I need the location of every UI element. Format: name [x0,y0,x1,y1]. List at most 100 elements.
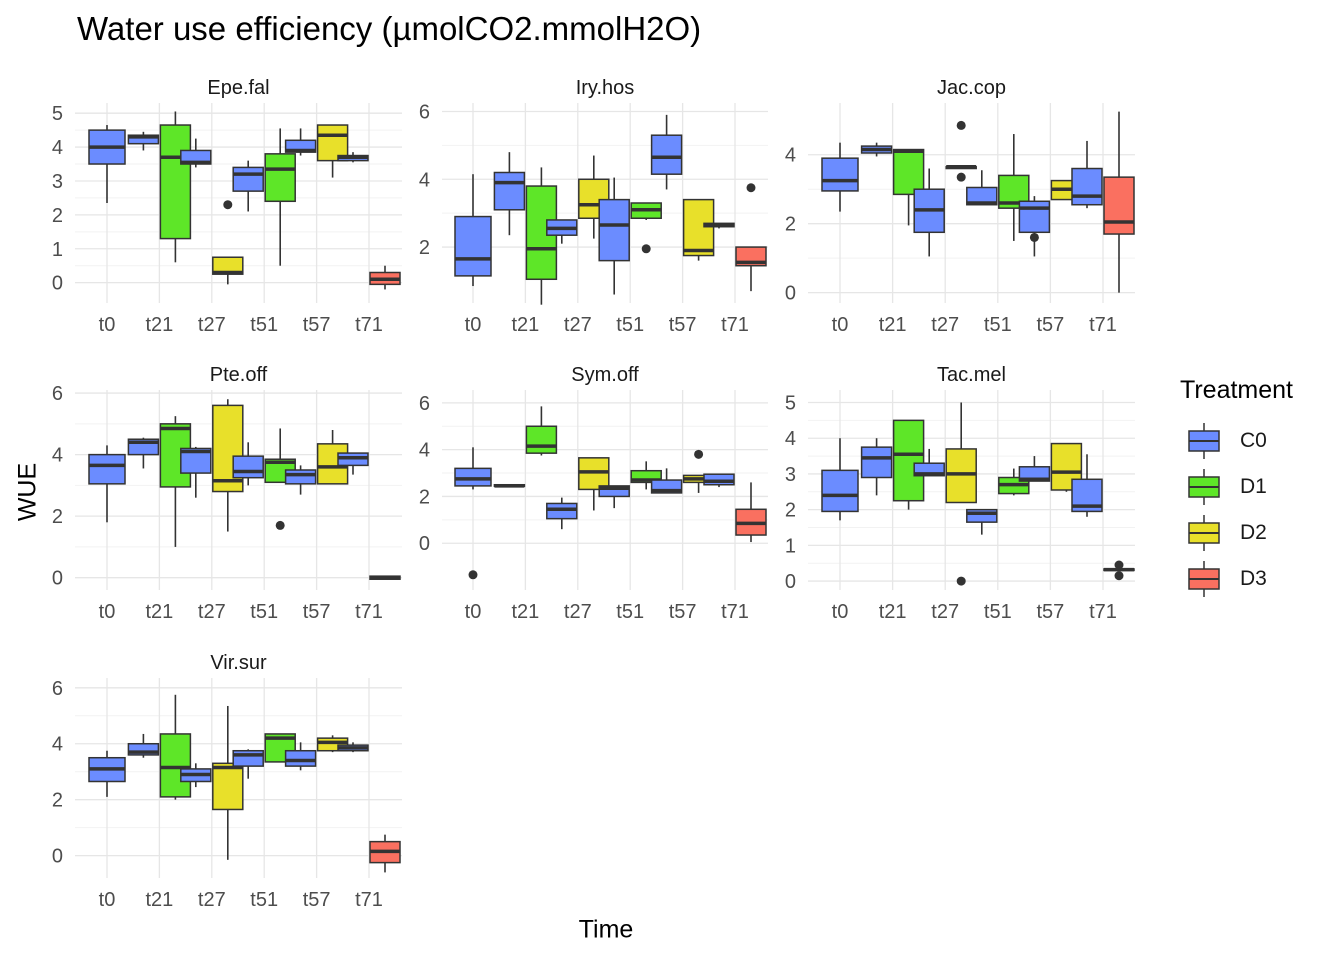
x-tick-label: t71 [1089,601,1117,623]
x-tick-label: t27 [198,889,226,911]
y-axis-label: WUE [13,462,42,522]
x-tick-label: t27 [931,601,959,623]
box-c0 [598,198,630,262]
x-tick-label: t57 [303,314,331,336]
legend-label-d1: D1 [1240,475,1267,498]
outlier-point [956,576,966,586]
panel-title: Epe.fal [207,77,269,99]
panel-title: Jac.cop [937,77,1006,99]
outlier-point [1029,232,1039,242]
y-tick-label: 0 [52,568,63,590]
box-c0 [493,171,526,211]
x-tick-label: t51 [984,314,1012,336]
box-c0 [821,157,859,192]
box-c0 [650,134,683,175]
box-d1 [630,469,662,484]
box-c0 [703,473,735,486]
x-tick-label: t21 [145,314,173,336]
y-tick-label: 2 [785,214,796,236]
x-tick-label: t27 [564,314,592,336]
legend-item-d1: D1 [1180,467,1293,513]
panel-title: Tac.mel [937,364,1006,386]
box-c0 [88,453,126,485]
y-tick-label: 4 [419,440,430,462]
x-tick-label: t21 [511,314,539,336]
x-tick-label: t57 [1036,601,1064,623]
box-d2 [212,762,244,811]
chart-title: Water use efficiency (µmolCO2.mmolH2O) [77,10,702,47]
box-d2 [316,124,349,162]
box-d1 [892,148,925,196]
box-c0 [546,502,578,520]
y-tick-label: 6 [419,393,430,415]
box-d1 [159,733,192,798]
y-tick-label: 2 [419,237,430,259]
box-c0 [1018,466,1051,482]
y-tick-label: 5 [52,103,63,125]
x-tick-label: t57 [303,889,331,911]
x-tick-label: t0 [832,314,849,336]
outlier-point [956,120,966,130]
x-tick-label: t51 [984,601,1012,623]
x-tick-label: t51 [616,314,644,336]
legend-label-d3: D3 [1240,567,1267,590]
box-d1 [264,153,296,203]
box-c0 [860,446,893,479]
y-tick-label: 2 [52,506,63,528]
box-c0 [232,166,264,192]
outlier-point [1114,571,1124,581]
y-tick-label: 2 [52,205,63,227]
x-tick-label: t0 [465,314,482,336]
x-tick-label: t57 [669,601,697,623]
box-c0 [232,749,264,767]
outlier-point [468,570,478,580]
y-tick-label: 0 [52,846,63,868]
x-tick-label: t71 [355,889,383,911]
x-tick-label: t71 [1089,314,1117,336]
legend-key-d1 [1188,469,1220,505]
x-tick-label: t71 [721,314,749,336]
x-tick-label: t57 [669,314,697,336]
y-tick-label: 2 [419,486,430,508]
y-tick-label: 0 [785,571,796,593]
outlier-point [223,200,233,210]
y-tick-label: 2 [52,790,63,812]
box-c0 [284,469,317,485]
y-tick-label: 6 [52,678,63,700]
legend-item-c0: C0 [1180,421,1293,467]
y-tick-label: 3 [52,171,63,193]
x-tick-label: t0 [99,314,116,336]
box-d3 [1103,176,1135,235]
y-tick-label: 0 [785,283,796,305]
box-c0 [232,455,264,479]
y-tick-label: 0 [419,533,430,555]
panel-title: Iry.hos [576,77,635,99]
x-tick-label: t57 [303,601,331,623]
box-c0 [1018,200,1051,234]
y-tick-label: 2 [785,500,796,522]
x-tick-label: t27 [198,314,226,336]
y-tick-label: 4 [785,145,796,167]
outlier-point [746,183,756,193]
box-c0 [454,215,492,277]
x-tick-label: t0 [832,601,849,623]
panel-title: Sym.off [571,364,639,386]
x-tick-label: t27 [198,601,226,623]
box-c0 [821,469,859,513]
box-c0 [598,485,630,498]
outlier-point [641,244,651,254]
y-tick-label: 4 [52,734,63,756]
box-d1 [892,419,925,502]
x-tick-label: t51 [250,601,278,623]
outlier-point [1114,560,1124,570]
x-tick-label: t51 [250,314,278,336]
x-tick-label: t21 [145,889,173,911]
box-d2 [945,448,977,504]
y-tick-label: 4 [52,137,63,159]
box-c0 [454,467,492,487]
box-c0 [284,749,317,767]
y-tick-label: 6 [52,383,63,405]
x-tick-label: t51 [250,889,278,911]
panel-title: Pte.off [210,364,268,386]
